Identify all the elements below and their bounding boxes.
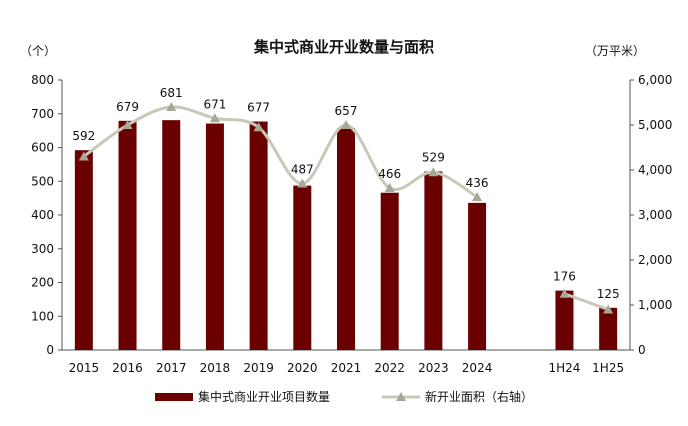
right-tick-label: 4,000 [638,163,672,177]
area-series-marker [341,120,351,129]
area-series-marker [297,178,308,188]
left-tick-label: 0 [46,343,54,357]
right-tick-label: 5,000 [638,118,672,132]
data-label: 466 [378,167,401,181]
left-tick-label: 500 [31,174,54,188]
x-tick-label: 2018 [200,361,231,375]
area-series-marker [472,192,483,201]
left-tick-label: 800 [31,73,54,87]
legend-line-label: 新开业面积（右轴） [425,389,533,404]
x-tick-label: 2022 [374,361,405,375]
legend-line-marker [396,392,406,401]
x-tick-label: 2020 [287,361,318,375]
data-label: 657 [335,104,358,118]
x-tick-label: 2021 [331,361,362,375]
x-tick-label: 2024 [462,361,493,375]
right-tick-label: 6,000 [638,73,672,87]
bar [249,121,268,350]
right-tick-label: 0 [638,343,646,357]
area-series-marker [166,102,177,111]
legend-bar-swatch [155,393,193,401]
x-tick-label: 2023 [418,361,449,375]
data-label: 176 [553,270,576,284]
x-tick-label: 2019 [243,361,274,375]
right-tick-label: 1,000 [638,298,672,312]
data-label: 671 [203,97,226,111]
area-series-marker [384,183,395,192]
left-tick-label: 600 [31,141,54,155]
bar [424,171,443,350]
area-series-marker [559,288,570,298]
left-tick-label: 200 [31,276,54,290]
bar [599,307,618,350]
area-series-marker [122,120,133,129]
data-label: 679 [116,100,139,114]
x-tick-label: 2015 [69,361,100,375]
data-label: 529 [422,150,445,164]
x-tick-label: 1H24 [548,361,580,375]
left-tick-label: 700 [31,107,54,121]
right-tick-label: 3,000 [638,208,672,222]
bar [293,185,312,350]
left-axis-unit: （个） [20,44,56,58]
data-label: 125 [597,287,620,301]
x-tick-label: 1H25 [592,361,624,375]
area-series-marker [253,122,264,132]
data-label: 677 [247,101,270,115]
bar [380,192,399,350]
left-tick-label: 100 [31,309,54,323]
area-series-marker [209,113,220,123]
chart-title: 集中式商业开业数量与面积 [253,38,434,56]
data-label: 487 [291,163,314,177]
plot-area: 0 100 200 300 400 500 600 700 800 0 1,000 2,000 3,00… [31,73,672,375]
right-axis-unit: （万平米） [585,44,645,58]
bar [468,202,487,350]
bar [337,128,355,350]
left-tick-label: 300 [31,242,54,256]
area-series-marker [428,167,439,177]
data-label: 681 [160,86,183,100]
area-series-marker [78,151,89,161]
right-tick-label: 2,000 [638,253,672,267]
bar [162,120,181,350]
x-tick-label: 2016 [112,361,143,375]
data-label: 436 [466,176,489,190]
area-series-line [82,105,478,199]
area-series-marker [603,304,614,314]
left-tick-label: 400 [31,208,54,222]
bar [205,123,224,350]
bar [74,150,93,350]
legend-bar-label: 集中式商业开业项目数量 [198,389,330,404]
x-tick-label: 2017 [156,361,187,375]
legend: 集中式商业开业项目数量 新开业面积（右轴） [155,389,533,404]
data-label: 592 [72,129,95,143]
bar [555,290,574,350]
bar [118,120,137,351]
